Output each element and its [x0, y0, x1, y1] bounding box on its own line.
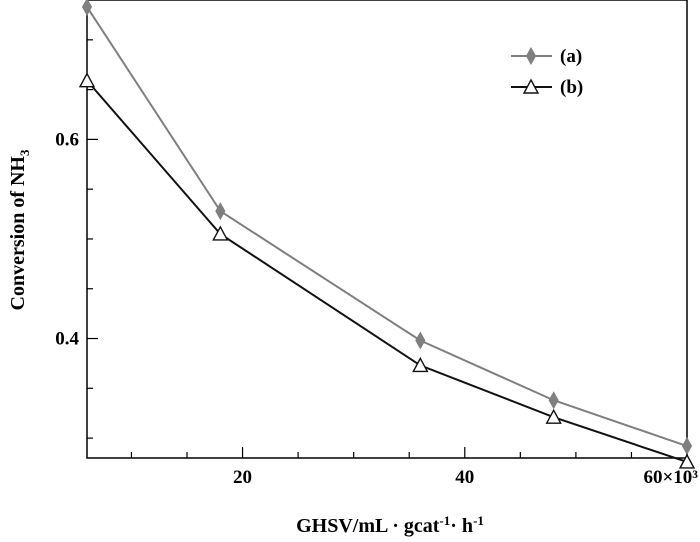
data-point-marker [215, 202, 226, 221]
y-tick-label: 0.6 [55, 129, 79, 150]
x-tick-label: 60×10³ [643, 467, 698, 488]
x-axis-label-exp2: -1 [473, 513, 484, 528]
data-point-marker [681, 437, 693, 456]
legend-marker [525, 46, 537, 66]
series-line [86, 79, 688, 463]
x-axis-label-exp1: -1 [439, 513, 450, 528]
data-point-marker [78, 72, 96, 88]
x-axis-label-mid: · h [450, 515, 473, 537]
x-axis-label: GHSV/mL · gcat-1· h-1 [296, 513, 484, 537]
data-point-marker [412, 356, 429, 373]
x-axis-ticks: 20 40 60×10³ [130, 447, 698, 488]
series-layer [78, 0, 696, 469]
x-tick-label: 40 [455, 467, 474, 488]
legend-label: (a) [560, 46, 582, 67]
data-point-marker [548, 391, 559, 410]
legend-label: (b) [560, 77, 583, 98]
legend-item: (a) [511, 46, 582, 67]
data-point-marker [545, 408, 562, 424]
x-tick-label: 20 [233, 467, 252, 488]
series-1 [81, 0, 693, 456]
data-point-marker [415, 331, 426, 350]
y-axis-label: Conversion of NH3 [7, 149, 32, 310]
x-axis-label-main: GHSV/mL · gcat [296, 515, 440, 537]
y-axis-ticks: 0.4 0.6 [55, 39, 98, 439]
data-point-marker [212, 225, 229, 241]
series-2 [78, 72, 696, 469]
y-tick-label: 0.4 [55, 329, 79, 350]
plot-frame [86, 0, 688, 459]
series-line [86, 6, 688, 447]
legend: (a) (b) [511, 46, 583, 98]
data-point-marker [678, 453, 696, 469]
y-axis-label-main: Conversion of NH [7, 156, 29, 311]
legend-marker [522, 78, 540, 94]
data-point-marker [81, 0, 93, 16]
legend-item: (b) [511, 77, 583, 98]
y-axis-label-sub: 3 [17, 149, 32, 156]
